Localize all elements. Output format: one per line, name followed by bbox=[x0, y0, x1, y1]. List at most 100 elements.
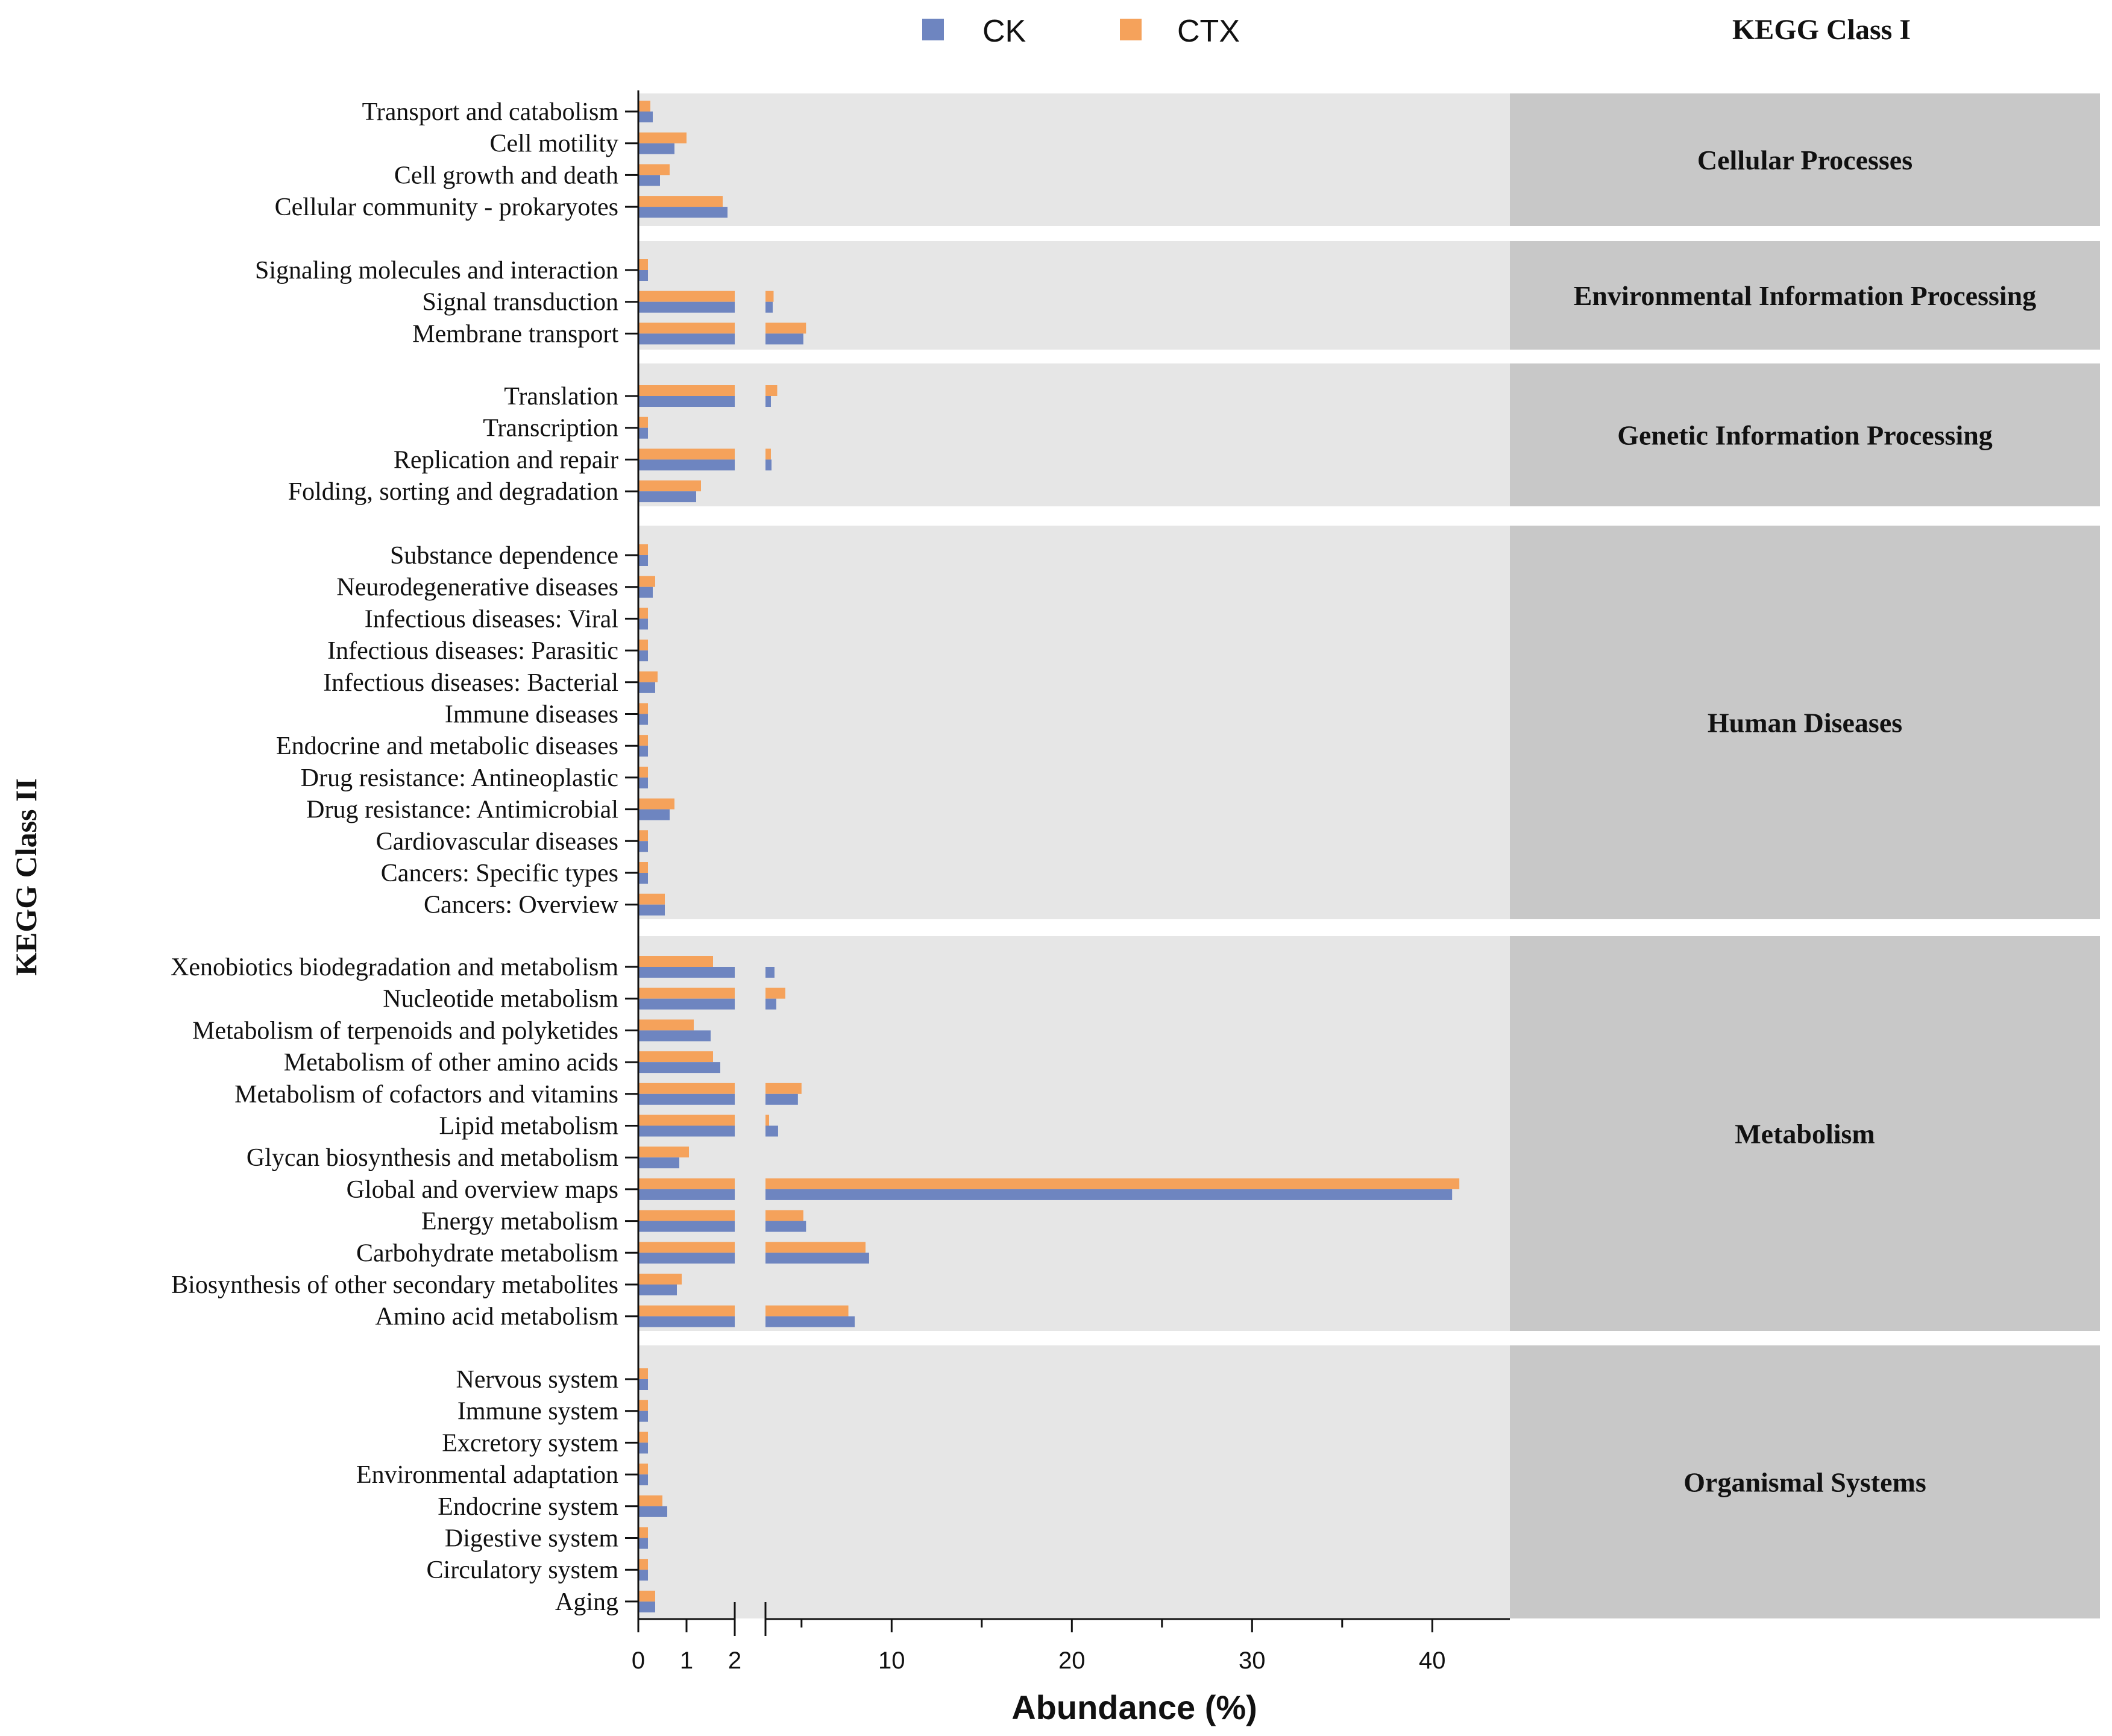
category-label: Infectious diseases: Parasitic bbox=[327, 637, 618, 665]
bar-ck bbox=[638, 714, 648, 725]
bar-ctx bbox=[638, 1178, 735, 1189]
category-label: Endocrine system bbox=[438, 1493, 618, 1521]
bar-ctx bbox=[638, 1464, 648, 1475]
x-tick-label: 1 bbox=[680, 1647, 693, 1674]
class1-panel bbox=[1510, 526, 2100, 919]
bar-ck bbox=[638, 998, 735, 1010]
category-label: Metabolism of cofactors and vitamins bbox=[234, 1081, 618, 1109]
bar-ctx bbox=[638, 862, 648, 873]
category-label: Carbohydrate metabolism bbox=[356, 1239, 618, 1267]
bar-ctx bbox=[638, 1242, 735, 1253]
bar-ck bbox=[638, 427, 648, 439]
bar-ctx bbox=[638, 703, 648, 714]
bar-ctx bbox=[638, 259, 648, 270]
category-label: Drug resistance: Antimicrobial bbox=[306, 796, 618, 824]
category-labels: Transport and catabolism Cell motility Cel… bbox=[171, 98, 619, 1616]
category-label: Energy metabolism bbox=[421, 1208, 618, 1236]
bar-ctx bbox=[638, 1210, 735, 1221]
legend-ck-swatch bbox=[922, 19, 944, 40]
bar-ctx bbox=[638, 291, 735, 302]
legend-ctx-label: CTX bbox=[1177, 14, 1240, 49]
category-label: Cell growth and death bbox=[394, 162, 618, 189]
x-tick-label: 2 bbox=[728, 1647, 741, 1674]
category-label: Glycan biosynthesis and metabolism bbox=[247, 1144, 618, 1172]
bar-ctx-upper bbox=[765, 1083, 802, 1094]
bar-ctx-upper bbox=[765, 1305, 849, 1316]
category-label: Lipid metabolism bbox=[439, 1113, 619, 1140]
bar-ctx bbox=[638, 893, 665, 905]
bar-ck-upper bbox=[765, 967, 775, 978]
bar-ck-upper bbox=[765, 333, 803, 345]
bar-ck bbox=[638, 175, 660, 186]
class1-labels: Cellular Processes Environmental Informat… bbox=[1574, 145, 2037, 1498]
class1-panel bbox=[1510, 93, 2100, 226]
category-label: Biosynthesis of other secondary metaboli… bbox=[171, 1271, 618, 1299]
class1-label: Metabolism bbox=[1735, 1119, 1875, 1149]
x-tick-label: 10 bbox=[878, 1647, 905, 1674]
category-label: Signaling molecules and interaction bbox=[255, 257, 618, 285]
bar-ctx bbox=[638, 956, 713, 967]
bar-ck bbox=[638, 1316, 735, 1327]
group-panels bbox=[638, 93, 2100, 1618]
class1-label: Human Diseases bbox=[1708, 708, 1902, 738]
bar-ctx bbox=[638, 1305, 735, 1316]
x-tick-label: 30 bbox=[1239, 1647, 1266, 1674]
category-label: Replication and repair bbox=[394, 446, 618, 474]
bar-ctx bbox=[638, 640, 648, 651]
class1-label: Environmental Information Processing bbox=[1574, 280, 2037, 311]
category-label: Folding, sorting and degradation bbox=[288, 478, 618, 506]
bar-ck bbox=[638, 873, 648, 884]
bar-ctx bbox=[638, 544, 648, 555]
class1-label: Genetic Information Processing bbox=[1617, 420, 1993, 451]
category-label: Infectious diseases: Viral bbox=[365, 605, 618, 633]
category-label: Signal transduction bbox=[423, 289, 618, 316]
bar-ck bbox=[638, 555, 648, 566]
bar-ctx bbox=[638, 671, 658, 682]
category-label: Cancers: Overview bbox=[424, 892, 619, 919]
class1-panel bbox=[1510, 936, 2100, 1331]
bar-ck bbox=[638, 1189, 735, 1200]
bar-ctx bbox=[638, 798, 674, 810]
bar-ctx bbox=[638, 322, 735, 334]
legend-ctx-swatch bbox=[1120, 19, 1142, 40]
category-label: Metabolism of terpenoids and polyketides bbox=[192, 1017, 618, 1045]
class1-title: KEGG Class I bbox=[1732, 14, 1911, 46]
bar-ck bbox=[638, 809, 670, 820]
bar-ctx-upper bbox=[765, 987, 785, 999]
bar-ck bbox=[638, 618, 648, 630]
bar-ctx-upper bbox=[765, 1242, 866, 1253]
bar-ck bbox=[638, 1253, 735, 1264]
bar-ctx bbox=[638, 766, 648, 778]
category-label: Membrane transport bbox=[412, 320, 618, 348]
bar-ck bbox=[638, 1157, 679, 1169]
bar-ck bbox=[638, 1125, 735, 1137]
category-label: Excretory system bbox=[442, 1429, 618, 1457]
bar-ck-upper bbox=[765, 301, 773, 313]
category-label: Immune system bbox=[457, 1398, 618, 1426]
bar-ck bbox=[638, 1601, 655, 1612]
bar-ctx-upper bbox=[765, 291, 774, 302]
category-label: Drug resistance: Antineoplastic bbox=[301, 764, 618, 792]
bar-ctx bbox=[638, 830, 648, 841]
class1-panel bbox=[1510, 363, 2100, 506]
category-label: Transport and catabolism bbox=[362, 98, 619, 126]
bar-ck bbox=[638, 301, 735, 313]
group-panel bbox=[638, 1345, 1510, 1618]
bar-ck bbox=[638, 459, 735, 471]
bar-ctx bbox=[638, 1400, 648, 1411]
bar-ck bbox=[638, 1506, 667, 1517]
bar-ck bbox=[638, 587, 653, 598]
legend: CK CTX bbox=[922, 14, 1240, 49]
bar-ck bbox=[638, 1570, 648, 1581]
bar-ck bbox=[638, 777, 648, 788]
bar-ck-upper bbox=[765, 998, 776, 1010]
category-label: Cellular community - prokaryotes bbox=[275, 193, 618, 221]
bar-ctx bbox=[638, 1590, 655, 1602]
x-tick-label: 20 bbox=[1058, 1647, 1086, 1674]
bar-ck bbox=[638, 967, 735, 978]
bar-ctx bbox=[638, 101, 650, 112]
bar-ck-upper bbox=[765, 1189, 1453, 1200]
category-label: Aging bbox=[555, 1588, 618, 1616]
bar-ck-upper bbox=[765, 396, 771, 407]
